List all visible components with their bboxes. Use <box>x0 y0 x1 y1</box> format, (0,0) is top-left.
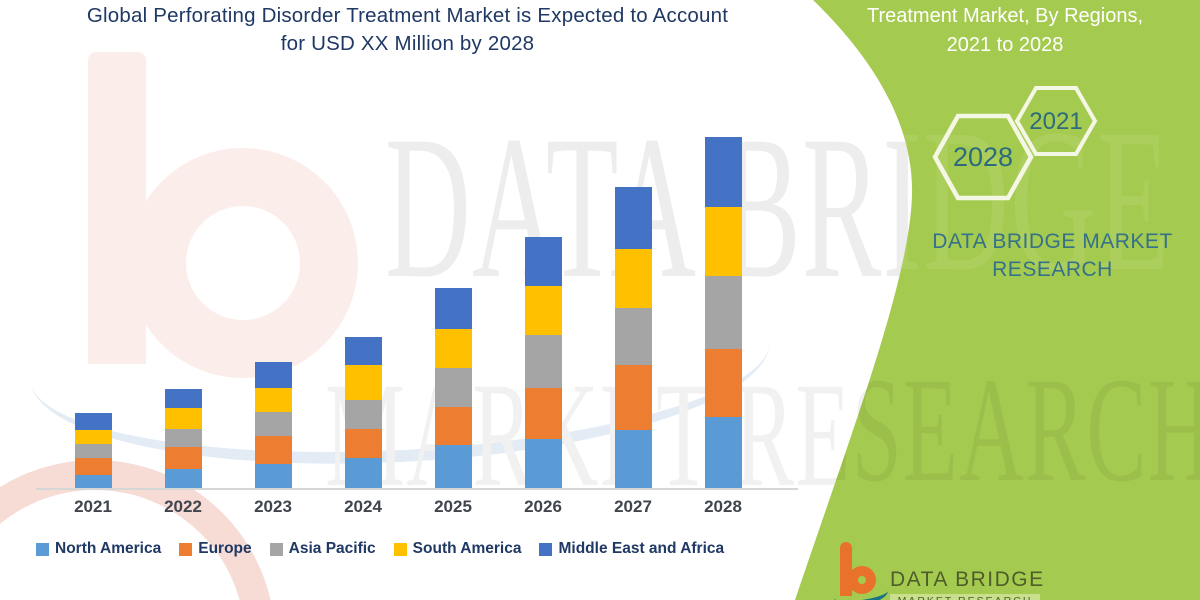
footer-logo-b-bowl-icon <box>848 566 876 594</box>
chart-legend: North America Europe Asia Pacific South Ame… <box>36 540 796 558</box>
bar-segment-south-america <box>434 329 472 368</box>
bar-segment-north-america <box>344 458 382 489</box>
bar-segment-asia-pacific <box>704 276 742 349</box>
panel-ghost-watermark-line2: MARKET RESEARCH <box>325 347 1200 513</box>
x-axis-label-2024: 2024 <box>344 497 382 516</box>
legend-item-middle-east-and-africa: Middle East and Africa <box>539 540 724 558</box>
bar-2026 <box>524 237 562 489</box>
legend-label: North America <box>55 540 162 557</box>
legend-item-south-america: South America <box>393 540 522 558</box>
x-axis-label-2022: 2022 <box>164 497 202 516</box>
bar-segment-middle-east-and-africa <box>164 389 202 408</box>
hexagon-2021-label: 2021 <box>1029 108 1083 135</box>
side-panel-shape <box>795 0 1200 600</box>
bar-segment-middle-east-and-africa <box>614 187 652 249</box>
hexagon-2028-label: 2028 <box>952 142 1014 172</box>
side-panel-brand-line1: DATA BRIDGE MARKET <box>932 230 1173 253</box>
bar-segment-north-america <box>704 417 742 489</box>
legend-swatch-icon <box>179 542 193 556</box>
bar-segment-asia-pacific <box>164 429 202 447</box>
bar-segment-south-america <box>74 430 112 444</box>
bar-2024 <box>344 337 382 489</box>
bar-segment-north-america <box>524 439 562 489</box>
bar-segment-europe <box>434 407 472 445</box>
bar-segment-middle-east-and-africa <box>704 137 742 207</box>
bar-segment-south-america <box>614 249 652 308</box>
bar-2028 <box>704 137 742 489</box>
bar-2025 <box>434 288 472 489</box>
bar-segment-asia-pacific <box>614 308 652 365</box>
bar-segment-asia-pacific <box>254 412 292 436</box>
x-axis-label-2025: 2025 <box>434 497 472 516</box>
bar-segment-europe <box>524 388 562 439</box>
bar-segment-asia-pacific <box>74 444 112 458</box>
bar-segment-europe <box>344 429 382 458</box>
side-panel-heading: Treatment Market, By Regions, 2021 to 20… <box>820 2 1190 60</box>
legend-item-europe: Europe <box>179 540 252 558</box>
bar-segment-asia-pacific <box>434 368 472 407</box>
bar-segment-middle-east-and-africa <box>74 413 112 430</box>
bar-segment-south-america <box>164 408 202 429</box>
legend-item-north-america: North America <box>36 540 161 558</box>
side-panel-heading-line2: 2021 to 2028 <box>946 34 1064 56</box>
chart-title-line2: for USD XX Million by 2028 <box>280 32 535 55</box>
bar-segment-north-america <box>614 430 652 489</box>
bar-segment-north-america <box>434 445 472 489</box>
hexagon-2021-outline <box>1014 86 1098 156</box>
x-axis-line <box>36 488 798 490</box>
x-axis-labels: 2021 2022 2023 2024 2025 2026 2027 2028 <box>38 497 798 521</box>
chart-title-line1: Global Perforating Disorder Treatment Ma… <box>86 4 729 27</box>
side-panel-brand-line2: RESEARCH <box>992 258 1113 281</box>
x-axis-label-2028: 2028 <box>704 497 742 516</box>
bar-segment-europe <box>254 436 292 464</box>
bar-segment-south-america <box>704 207 742 276</box>
legend-swatch-icon <box>36 542 49 556</box>
bar-segment-asia-pacific <box>524 335 562 388</box>
legend-swatch-icon <box>393 542 407 556</box>
x-axis-label-2026: 2026 <box>524 497 562 516</box>
legend-label: Asia Pacific <box>288 540 376 557</box>
legend-item-asia-pacific: Asia Pacific <box>269 540 376 558</box>
bar-segment-middle-east-and-africa <box>434 288 472 329</box>
hexagon-2028-outline <box>932 113 1034 201</box>
side-panel-heading-line1: Treatment Market, By Regions, <box>866 5 1144 27</box>
legend-label: South America <box>412 540 522 557</box>
x-axis-label-2023: 2023 <box>254 497 292 516</box>
stacked-bar-chart <box>38 100 798 489</box>
side-panel-brand-text: DATA BRIDGE MARKET RESEARCH <box>880 228 1200 284</box>
legend-label: Middle East and Africa <box>558 540 725 557</box>
bar-segment-europe <box>614 365 652 430</box>
x-axis-label-2027: 2027 <box>614 497 652 516</box>
x-axis-label-2021: 2021 <box>74 497 112 516</box>
chart-title: Global Perforating Disorder Treatment Ma… <box>15 2 800 58</box>
legend-swatch-icon <box>539 542 553 556</box>
bar-2027 <box>614 187 652 489</box>
legend-swatch-icon <box>269 542 283 556</box>
bar-segment-south-america <box>254 388 292 412</box>
bar-segment-asia-pacific <box>344 400 382 429</box>
bar-segment-middle-east-and-africa <box>524 237 562 286</box>
bar-segment-south-america <box>524 286 562 335</box>
footer-logo-brand: DATA BRIDGE <box>890 568 1045 591</box>
footer-logo-sub: MARKET RESEARCH <box>890 594 1040 600</box>
legend-label: Europe <box>198 540 252 557</box>
bar-segment-europe <box>704 349 742 417</box>
